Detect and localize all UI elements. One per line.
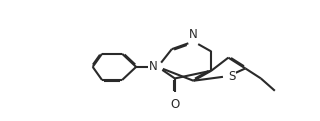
- Text: N: N: [149, 60, 158, 73]
- Text: S: S: [228, 70, 236, 83]
- Text: N: N: [189, 28, 198, 42]
- Text: O: O: [170, 98, 180, 111]
